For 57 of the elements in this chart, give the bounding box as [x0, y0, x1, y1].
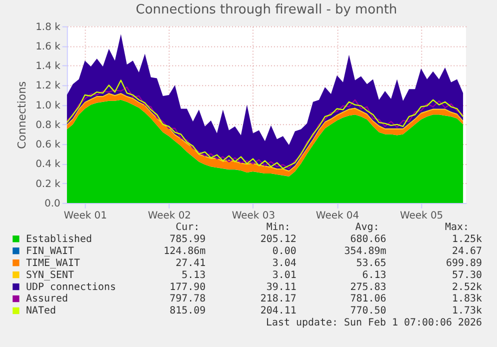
legend-label: Assured [26, 294, 68, 305]
x-tick-label: Week 02 [148, 210, 191, 222]
x-tick-label: Week 01 [64, 210, 107, 222]
text: 53.65 [356, 258, 386, 269]
y-tick-label: 0.0 [44, 198, 60, 210]
text: 218.17 [260, 294, 296, 305]
y-tick-label: 0.4 k [36, 159, 61, 170]
y-tick-label: 1.2 k [36, 80, 61, 92]
text: Last update: Sun Feb 1 07:00:06 2026 [266, 318, 482, 329]
y-tick-label: 1.0 k [36, 100, 61, 112]
text: 5.13 [182, 270, 206, 281]
text: 24.67 [452, 246, 482, 257]
text: 785.99 [170, 234, 206, 245]
y-tick-label: 1.8 k [36, 22, 61, 33]
text: 205.12 [260, 234, 296, 245]
text: 204.11 [260, 306, 296, 317]
text: 177.90 [170, 282, 206, 293]
x-tick-label: Week 04 [316, 210, 360, 222]
text: Max: [445, 222, 470, 233]
legend-label: SYN_SENT [26, 270, 74, 281]
y-tick-label: 1.4 k [36, 61, 61, 72]
legend-label: UDP connections [26, 282, 116, 293]
text: 57.30 [452, 270, 482, 281]
text: 699.89 [446, 258, 482, 269]
text: 1.25k [452, 234, 482, 245]
text: 3.01 [272, 270, 296, 281]
y-tick-label: 1.6 k [36, 41, 61, 52]
text: 354.89m [344, 246, 386, 257]
chart-title: Connections through firewall - by month [136, 2, 398, 18]
text: 680.66 [350, 234, 386, 245]
y-tick-label: 0.6 k [36, 140, 61, 151]
text: 6.13 [362, 270, 386, 281]
text: 1.73k [452, 306, 482, 317]
y-tick-label: 0.8 k [36, 120, 61, 131]
text: 39.11 [266, 282, 296, 293]
y-axis-title: Connections [16, 80, 29, 150]
legend-label: TIME_WAIT [26, 258, 80, 269]
legend-label: FIN_WAIT [26, 246, 74, 257]
text: Cur: [176, 222, 200, 233]
text: 124.86m [164, 246, 206, 257]
text: 0.00 [272, 246, 296, 257]
text: 797.78 [170, 294, 206, 305]
y-tick-label: 0.2 k [36, 178, 61, 190]
text: 781.06 [350, 294, 386, 305]
legend-label: Established [26, 234, 92, 245]
x-tick-label: Week 05 [400, 210, 444, 222]
text: 275.83 [350, 282, 386, 293]
text: 27.41 [176, 258, 206, 269]
text: 2.52k [452, 282, 482, 293]
text: 770.50 [350, 306, 386, 317]
text: Avg: [355, 222, 380, 233]
text: Min: [266, 222, 290, 233]
legend-label: NATed [26, 306, 56, 317]
x-tick-label: Week 03 [232, 210, 276, 222]
text: 815.09 [170, 306, 206, 317]
text: 3.04 [272, 258, 296, 269]
text: 1.83k [452, 294, 482, 305]
